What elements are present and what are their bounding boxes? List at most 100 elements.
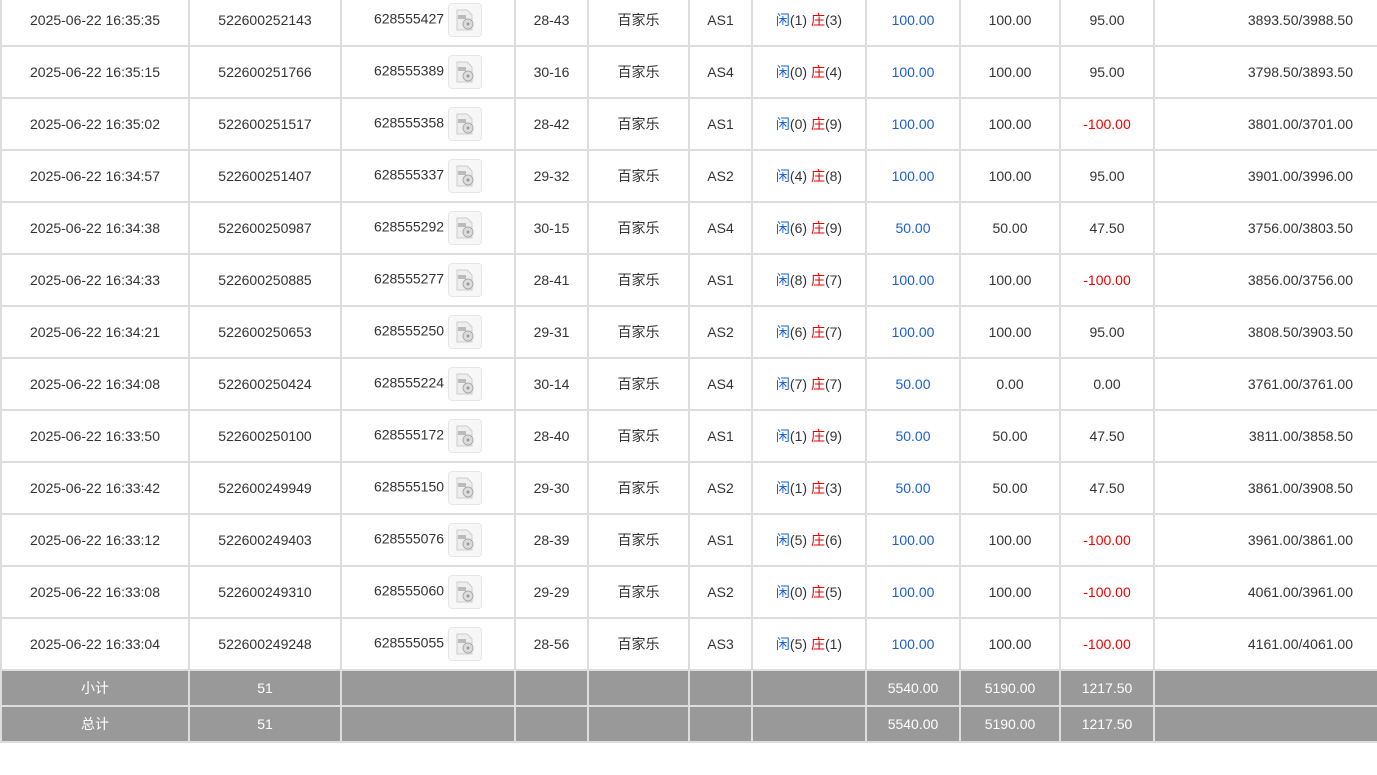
game-id: 628555277 (373, 270, 445, 287)
game-name: 百家乐 (587, 253, 690, 307)
game-id: 628555076 (373, 530, 445, 547)
video-replay-icon[interactable] (448, 419, 483, 453)
balance: 4061.00/3961.00 (1153, 565, 1377, 619)
player-label: 闲 (775, 272, 790, 288)
summary-count: 51 (188, 669, 342, 707)
round: 28-43 (514, 0, 589, 47)
bet-amount: 100.00 (865, 149, 961, 203)
bet-amount: 100.00 (865, 565, 961, 619)
table-name: AS4 (688, 357, 753, 411)
video-replay-icon[interactable] (448, 471, 483, 505)
player-score: (8) (789, 272, 808, 288)
bet-time: 2025-06-22 16:33:12 (0, 513, 190, 567)
game-name: 百家乐 (587, 0, 690, 47)
video-replay-icon[interactable] (448, 367, 483, 401)
order-number: 522600250653 (188, 305, 342, 359)
bet-amount: 100.00 (865, 305, 961, 359)
valid-bet: 100.00 (959, 617, 1061, 671)
balance: 3811.00/3858.50 (1153, 409, 1377, 463)
bet-amount: 100.00 (865, 0, 961, 47)
bet-time: 2025-06-22 16:34:21 (0, 305, 190, 359)
player-label: 闲 (775, 636, 790, 652)
table-name: AS4 (688, 45, 753, 99)
bet-amount: 100.00 (865, 45, 961, 99)
table-row: 2025-06-22 16:34:21 522600250653 6285552… (0, 305, 1377, 359)
win-loss: 95.00 (1059, 149, 1155, 203)
result: 闲(5) 庄(6) (751, 513, 867, 567)
table-row: 2025-06-22 16:34:33 522600250885 6285552… (0, 253, 1377, 307)
video-replay-icon[interactable] (448, 263, 483, 297)
round: 30-15 (514, 201, 589, 255)
table-row: 2025-06-22 16:33:42 522600249949 6285551… (0, 461, 1377, 515)
game-name: 百家乐 (587, 409, 690, 463)
order-number: 522600250885 (188, 253, 342, 307)
balance: 3961.00/3861.00 (1153, 513, 1377, 567)
win-loss: -100.00 (1059, 97, 1155, 151)
balance: 3893.50/3988.50 (1153, 0, 1377, 47)
game-id-cell: 628555427 (340, 0, 516, 47)
banker-score: (9) (824, 116, 843, 132)
round: 28-56 (514, 617, 589, 671)
player-score: (5) (789, 532, 808, 548)
table-name: AS1 (688, 97, 753, 151)
valid-bet: 100.00 (959, 513, 1061, 567)
bet-amount: 100.00 (865, 617, 961, 671)
video-replay-icon[interactable] (448, 159, 483, 193)
player-score: (1) (789, 480, 808, 496)
banker-label: 庄 (810, 168, 825, 184)
banker-label: 庄 (810, 64, 825, 80)
total-row: 总计 51 5540.00 5190.00 1217.50 (0, 705, 1377, 743)
game-name: 百家乐 (587, 149, 690, 203)
banker-score: (3) (824, 12, 843, 28)
win-loss: -100.00 (1059, 513, 1155, 567)
table-name: AS1 (688, 0, 753, 47)
banker-score: (9) (824, 220, 843, 236)
video-replay-icon[interactable] (448, 523, 483, 557)
valid-bet: 50.00 (959, 461, 1061, 515)
video-replay-icon[interactable] (448, 315, 483, 349)
banker-label: 庄 (810, 428, 825, 444)
video-replay-icon[interactable] (448, 55, 483, 89)
round: 28-42 (514, 97, 589, 151)
player-label: 闲 (775, 376, 790, 392)
table-row: 2025-06-22 16:35:02 522600251517 6285553… (0, 97, 1377, 151)
result: 闲(0) 庄(9) (751, 97, 867, 151)
game-name: 百家乐 (587, 305, 690, 359)
subtotal-row: 小计 51 5540.00 5190.00 1217.50 (0, 669, 1377, 707)
banker-score: (7) (824, 376, 843, 392)
table-row: 2025-06-22 16:33:50 522600250100 6285551… (0, 409, 1377, 463)
game-id-cell: 628555358 (340, 97, 516, 151)
game-id: 628555337 (373, 166, 445, 183)
order-number: 522600249949 (188, 461, 342, 515)
table-name: AS1 (688, 513, 753, 567)
bet-amount: 50.00 (865, 461, 961, 515)
game-id-cell: 628555277 (340, 253, 516, 307)
order-number: 522600250987 (188, 201, 342, 255)
balance: 3808.50/3903.50 (1153, 305, 1377, 359)
game-name: 百家乐 (587, 357, 690, 411)
valid-bet: 100.00 (959, 97, 1061, 151)
player-score: (0) (789, 584, 808, 600)
round: 28-39 (514, 513, 589, 567)
banker-score: (1) (824, 636, 843, 652)
game-name: 百家乐 (587, 461, 690, 515)
order-number: 522600250100 (188, 409, 342, 463)
valid-bet: 100.00 (959, 565, 1061, 619)
video-replay-icon[interactable] (448, 211, 483, 245)
game-id-cell: 628555250 (340, 305, 516, 359)
video-replay-icon[interactable] (448, 575, 483, 609)
player-label: 闲 (775, 324, 790, 340)
round: 28-41 (514, 253, 589, 307)
result: 闲(5) 庄(1) (751, 617, 867, 671)
table-name: AS3 (688, 617, 753, 671)
video-replay-icon[interactable] (448, 3, 483, 37)
table-name: AS4 (688, 201, 753, 255)
video-replay-icon[interactable] (448, 627, 483, 661)
balance: 4161.00/4061.00 (1153, 617, 1377, 671)
video-replay-icon[interactable] (448, 107, 483, 141)
player-label: 闲 (775, 220, 790, 236)
bet-time: 2025-06-22 16:33:04 (0, 617, 190, 671)
banker-label: 庄 (810, 272, 825, 288)
game-id: 628555150 (373, 478, 445, 495)
result: 闲(4) 庄(8) (751, 149, 867, 203)
